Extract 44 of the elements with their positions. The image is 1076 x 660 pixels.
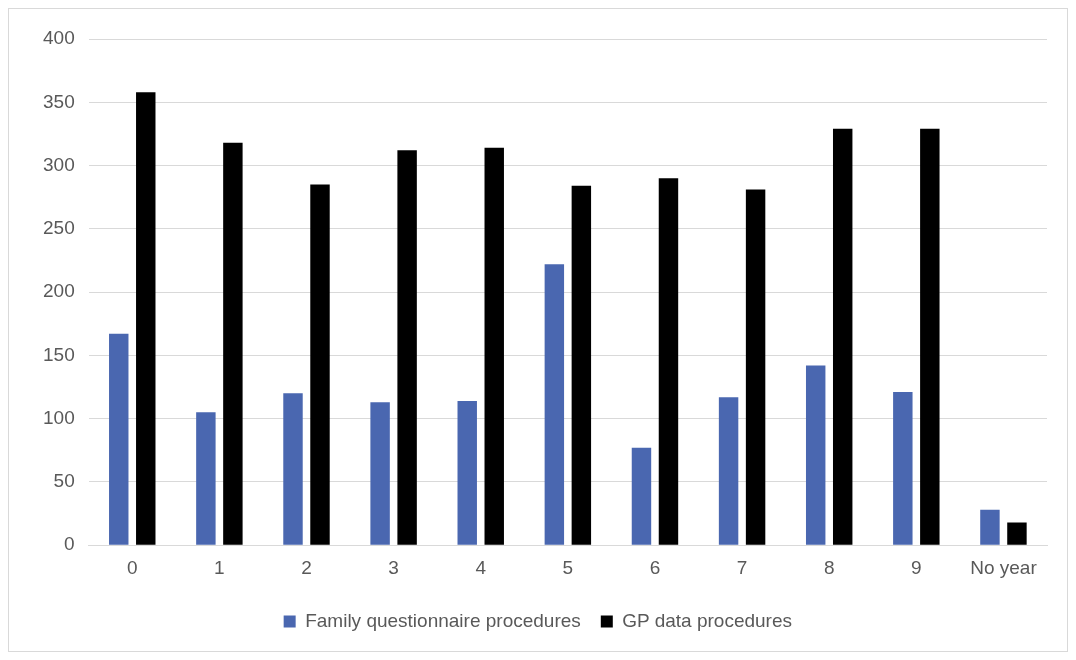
x-tick-label: 7: [736, 556, 748, 578]
x-tick-label: 9: [911, 556, 922, 578]
y-tick-label: 250: [43, 217, 75, 239]
bar: [920, 128, 940, 545]
bar: [196, 412, 216, 545]
bar: [571, 185, 592, 545]
x-tick-label: 0: [126, 556, 138, 578]
bar: [310, 184, 330, 545]
y-tick-label: 200: [43, 280, 75, 302]
bar: [484, 147, 504, 545]
x-tick-label: No year: [970, 556, 1038, 578]
bar: [109, 333, 129, 545]
bar: [832, 128, 853, 545]
x-tick-label: 5: [562, 556, 574, 578]
bar: [980, 509, 1000, 545]
bar: [893, 392, 913, 545]
legend-label: GP data procedures: [622, 609, 792, 631]
legend-label: Family questionnaire procedures: [305, 609, 581, 631]
y-tick-label: 100: [43, 406, 75, 428]
x-tick-label: 6: [649, 556, 661, 578]
y-tick-label: 350: [43, 90, 75, 112]
bar: [223, 142, 243, 545]
y-tick-label: 0: [64, 533, 75, 555]
x-tick-label: 8: [823, 556, 835, 578]
y-tick-label: 400: [43, 27, 75, 49]
x-tick-label: 1: [214, 556, 225, 578]
x-tick-label: 4: [475, 556, 487, 578]
x-tick-label: 3: [388, 556, 399, 578]
y-tick-label: 150: [43, 343, 75, 365]
x-tick-label: 2: [301, 556, 312, 578]
bar: [457, 400, 477, 545]
bar: [370, 402, 390, 545]
bar: [658, 178, 679, 545]
bar: [283, 393, 303, 545]
y-tick-label: 50: [53, 470, 75, 492]
bar: [136, 92, 156, 545]
bar: [1007, 522, 1027, 545]
bar: [397, 150, 417, 545]
bar: [544, 264, 565, 545]
bar: [631, 447, 652, 545]
y-tick-label: 300: [43, 153, 75, 175]
bar: [718, 397, 739, 545]
bar: [805, 365, 826, 545]
bar: [745, 189, 766, 545]
